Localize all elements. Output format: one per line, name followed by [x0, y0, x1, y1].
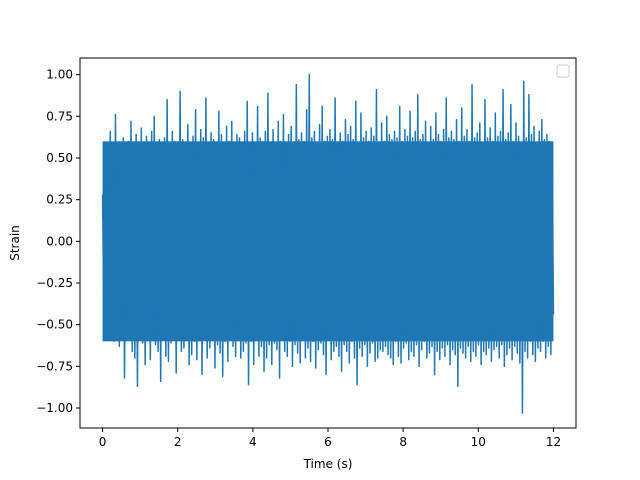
- x-tick-label: 12: [546, 435, 561, 449]
- x-tick-label: 0: [99, 435, 107, 449]
- x-tick-label: 6: [324, 435, 332, 449]
- x-axis-ticks: 0 2 4 6 8 10 12: [99, 428, 561, 449]
- y-tick-label: 0.50: [46, 151, 73, 165]
- y-tick-label: −0.75: [36, 359, 73, 373]
- x-tick-label: 2: [174, 435, 182, 449]
- y-tick-label: −0.25: [36, 276, 73, 290]
- signal-line: [101, 73, 555, 414]
- y-tick-label: −0.50: [36, 318, 73, 332]
- legend-box: [556, 64, 570, 78]
- y-tick-label: −1.00: [36, 401, 73, 415]
- legend[interactable]: [556, 64, 570, 78]
- y-axis-ticks: −1.00 −0.75 −0.50 −0.25 0.00 0.25 0.50 0.75 1.00: [36, 68, 80, 415]
- x-tick-label: 4: [249, 435, 257, 449]
- plot-area: [101, 73, 555, 414]
- x-tick-label: 8: [399, 435, 407, 449]
- y-tick-label: 0.75: [46, 109, 73, 123]
- x-tick-label: 10: [471, 435, 486, 449]
- y-axis-label: Strain: [8, 225, 22, 261]
- series-0: [101, 73, 555, 414]
- plot-frame: [79, 57, 577, 429]
- y-tick-label: 0.25: [46, 193, 73, 207]
- y-tick-label: 1.00: [46, 68, 73, 82]
- y-tick-label: 0.00: [46, 234, 73, 248]
- x-axis-label: Time (s): [303, 457, 353, 471]
